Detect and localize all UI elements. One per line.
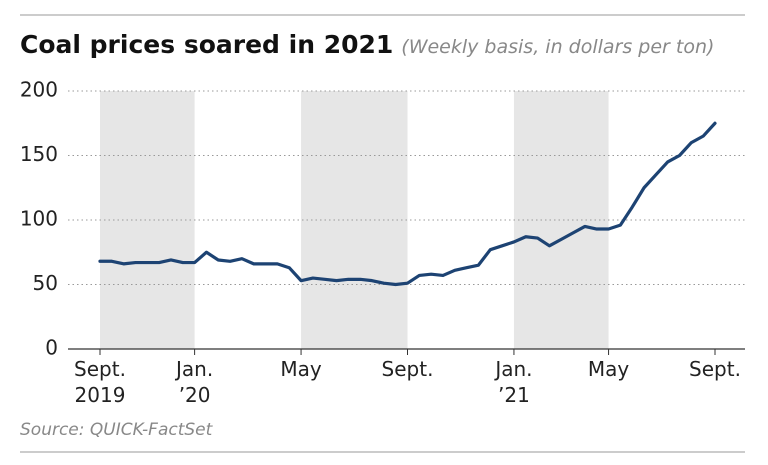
x-tick-label: Sept.: [381, 357, 434, 381]
price-line: [98, 121, 717, 287]
title-row: Coal prices soared in 2021 (Weekly basis,…: [20, 30, 714, 59]
shaded-bands: [100, 91, 609, 349]
grid: 0 50 100 150 200: [20, 78, 745, 360]
chart-subtitle: (Weekly basis, in dollars per ton): [401, 36, 715, 58]
y-tick-label: 0: [45, 336, 58, 360]
shaded-band: [100, 91, 195, 349]
x-tick-label: Jan. ’21: [495, 357, 533, 407]
x-tick-label: Sept.: [689, 357, 741, 381]
chart-title: Coal prices soared in 2021: [20, 30, 394, 59]
y-tick-label: 100: [20, 207, 58, 231]
shaded-band: [301, 91, 408, 349]
shaded-band: [513, 91, 609, 349]
x-tick-label: May: [280, 357, 322, 381]
plot: [98, 121, 717, 287]
x-tick-label: May: [587, 357, 630, 381]
y-tick-label: 150: [20, 142, 58, 166]
y-tick-label: 50: [33, 271, 58, 295]
x-tick-label: Sept. 2019: [74, 357, 126, 407]
source: Source: QUICK-FactSet: [20, 420, 213, 440]
y-tick-label: 200: [20, 78, 58, 102]
x-tick-label: Jan. ’20: [176, 357, 214, 407]
